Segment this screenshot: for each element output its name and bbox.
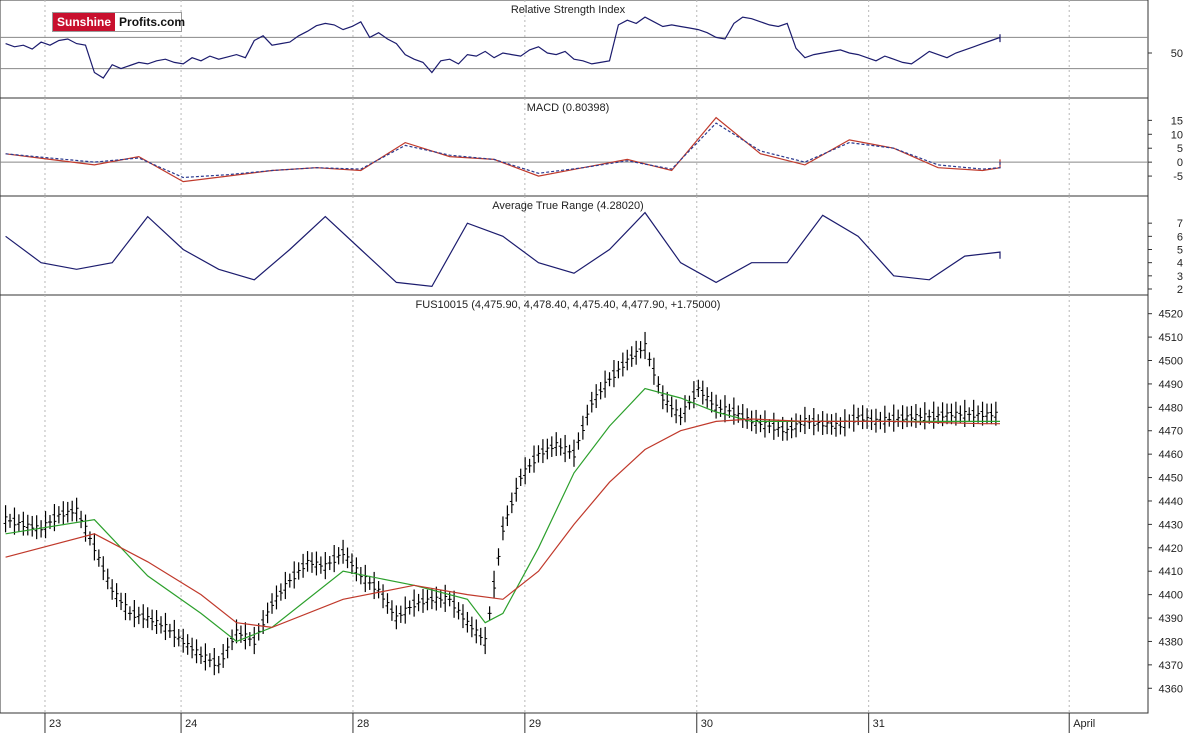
series-line <box>5 387 1000 643</box>
y-tick-label: 4400 <box>1159 590 1183 602</box>
y-tick-label: -5 <box>1173 171 1183 183</box>
sunshine-profits-logo: Sunshine Profits.com <box>52 12 185 32</box>
y-tick-label: 4360 <box>1159 683 1183 695</box>
y-tick-label: 50 <box>1171 48 1183 60</box>
series-line <box>5 418 1000 629</box>
y-tick-label: 4390 <box>1159 613 1183 625</box>
y-tick-label: 4520 <box>1159 309 1183 321</box>
panel-title: Relative Strength Index <box>511 4 626 16</box>
x-tick-label: 23 <box>49 718 61 730</box>
y-tick-label: 4450 <box>1159 473 1183 485</box>
y-tick-label: 4460 <box>1159 449 1183 461</box>
y-tick-label: 4410 <box>1159 566 1183 578</box>
y-tick-label: 4440 <box>1159 496 1183 508</box>
panel-frame <box>0 0 1149 99</box>
y-tick-label: 10 <box>1171 129 1183 141</box>
panel-0: 50 Relative Strength Index <box>0 0 1183 99</box>
x-tick-label: April <box>1073 718 1095 730</box>
x-tick-label: 24 <box>185 718 197 730</box>
x-axis: 23 24 28 29 30 31 April <box>0 712 1148 733</box>
panel-1: 15 10 5 0 -5 MACD (0.80398) <box>0 97 1183 197</box>
y-tick-label: 4430 <box>1159 519 1183 531</box>
panel-frame <box>0 195 1149 296</box>
panel-title: FUS10015 (4,475.90, 4,478.40, 4,475.40, … <box>416 299 721 311</box>
panel-frame <box>0 97 1149 197</box>
y-tick-label: 4480 <box>1159 402 1183 414</box>
y-tick-label: 4470 <box>1159 426 1183 438</box>
y-tick-label: 4420 <box>1159 543 1183 555</box>
y-tick-label: 4500 <box>1159 356 1183 368</box>
y-tick-label: 4370 <box>1159 660 1183 672</box>
panel-3: 4520 4510 4500 4490 4480 4470 4460 4450 4440 4430… <box>0 294 1183 714</box>
y-tick-label: 3 <box>1177 271 1183 283</box>
panel-frame <box>0 294 1149 714</box>
y-tick-label: 2 <box>1177 284 1183 296</box>
y-tick-label: 4 <box>1177 258 1183 270</box>
x-tick-label: 30 <box>701 718 713 730</box>
y-tick-label: 0 <box>1177 157 1183 169</box>
y-tick-label: 15 <box>1171 115 1183 127</box>
x-tick-label: 31 <box>873 718 885 730</box>
y-tick-label: 4510 <box>1159 332 1183 344</box>
series-line <box>5 122 1001 179</box>
panel-title: MACD (0.80398) <box>527 102 610 114</box>
panel-title: Average True Range (4.28020) <box>492 200 643 212</box>
y-tick-label: 5 <box>1177 245 1183 257</box>
logo-sunshine-text: Sunshine <box>53 13 116 31</box>
logo-profits-text: Profits.com <box>119 15 186 29</box>
x-tick-label: 29 <box>529 718 541 730</box>
y-tick-label: 4380 <box>1159 636 1183 648</box>
y-tick-label: 5 <box>1177 143 1183 155</box>
x-tick-label: 28 <box>357 718 369 730</box>
y-tick-label: 7 <box>1177 218 1183 230</box>
series-line <box>5 16 1001 79</box>
y-tick-label: 6 <box>1177 231 1183 243</box>
series-line <box>5 211 1001 288</box>
y-tick-label: 4490 <box>1159 379 1183 391</box>
